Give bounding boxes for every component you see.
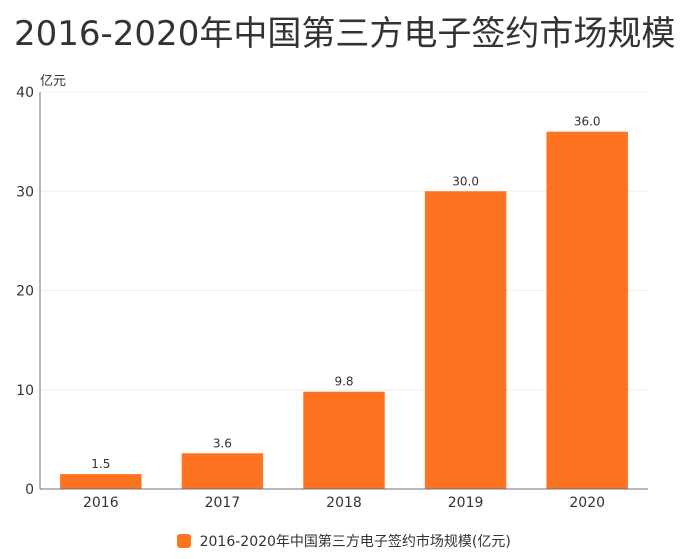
chart-title: 2016-2020年中国第三方电子签约市场规模 (14, 14, 676, 54)
y-tick-label: 10 (16, 383, 34, 399)
bar (424, 191, 507, 489)
x-tick-label: 2018 (326, 495, 362, 511)
x-tick-label: 2019 (448, 495, 484, 511)
y-axis-label: 亿元 (40, 74, 66, 89)
y-tick-label: 0 (25, 482, 34, 498)
legend-label: 2016-2020年中国第三方电子签约市场规模(亿元) (199, 534, 511, 550)
y-tick-label: 20 (16, 284, 34, 300)
data-label: 30.0 (452, 174, 479, 188)
bar (303, 391, 385, 489)
data-label: 36.0 (574, 115, 601, 129)
x-tick-label: 2016 (83, 495, 119, 511)
legend-swatch (177, 534, 192, 548)
bar (60, 474, 142, 489)
bar (546, 131, 628, 489)
x-tick-label: 2020 (569, 495, 605, 511)
bar (181, 453, 264, 489)
y-tick-label: 30 (16, 184, 34, 200)
data-label: 1.5 (91, 457, 110, 471)
legend[interactable]: 2016-2020年中国第三方电子签约市场规模(亿元) (0, 531, 688, 551)
y-tick-label: 40 (16, 85, 34, 101)
data-label: 3.6 (213, 436, 232, 450)
data-label: 9.8 (334, 375, 353, 389)
bar-chart: 亿元 0 10 20 30 40 1.5 2016 3.6 2017 9.8 2018 30.0 2019… (16, 74, 648, 511)
x-tick-label: 2017 (205, 495, 241, 511)
